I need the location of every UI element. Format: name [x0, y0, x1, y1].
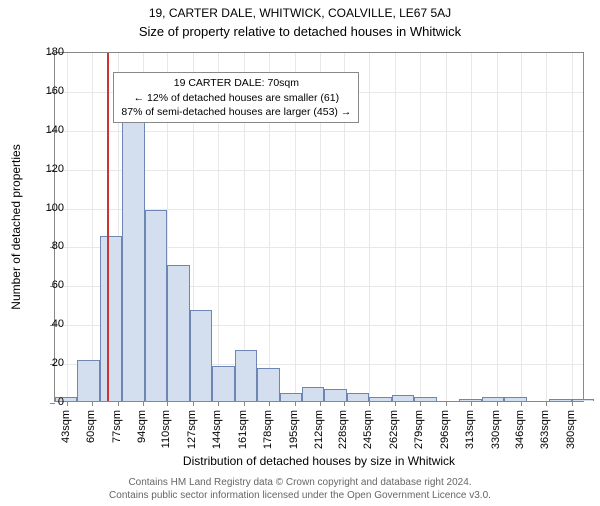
histogram-bar — [549, 399, 571, 401]
xtick-mark — [92, 401, 93, 406]
histogram-bar — [392, 395, 414, 401]
xtick-label: 110sqm — [160, 410, 172, 448]
histogram-bar — [100, 236, 122, 401]
xtick-label: 296sqm — [439, 410, 451, 449]
ytick-label: 180 — [34, 46, 64, 58]
xtick-mark — [269, 401, 270, 406]
copyright-footer: Contains HM Land Registry data © Crown c… — [0, 476, 600, 502]
histogram-bar — [347, 393, 369, 401]
xtick-mark — [295, 401, 296, 406]
histogram-bar — [167, 265, 189, 401]
ytick-label: 60 — [34, 279, 64, 291]
xtick-label: 161sqm — [237, 410, 249, 449]
xtick-mark — [395, 401, 396, 406]
annotation-line-1: 19 CARTER DALE: 70sqm — [121, 76, 351, 90]
ytick-label: 20 — [34, 357, 64, 369]
gridline-vertical — [369, 53, 370, 401]
xtick-label: 245sqm — [362, 410, 374, 449]
xtick-label: 363sqm — [539, 410, 551, 449]
gridline-vertical — [446, 53, 447, 401]
xtick-label: 178sqm — [262, 410, 274, 449]
histogram-bar — [459, 399, 481, 401]
xtick-mark — [497, 401, 498, 406]
xtick-mark — [572, 401, 573, 406]
gridline-vertical — [471, 53, 472, 401]
xtick-label: 212sqm — [313, 410, 325, 449]
gridline-vertical — [546, 53, 547, 401]
plot-area: 19 CARTER DALE: 70sqm← 12% of detached h… — [54, 52, 584, 402]
gridline-vertical — [420, 53, 421, 401]
gridline-vertical — [395, 53, 396, 401]
ytick-label: 80 — [34, 240, 64, 252]
xtick-label: 262sqm — [388, 410, 400, 449]
annotation-box: 19 CARTER DALE: 70sqm← 12% of detached h… — [113, 72, 359, 123]
xtick-mark — [369, 401, 370, 406]
xtick-mark — [167, 401, 168, 406]
xtick-label: 43sqm — [60, 410, 72, 443]
xtick-label: 380sqm — [565, 410, 577, 449]
ytick-label: 0 — [34, 396, 64, 408]
xtick-label: 195sqm — [288, 410, 300, 449]
histogram-bar — [145, 210, 167, 401]
xtick-mark — [546, 401, 547, 406]
xtick-label: 279sqm — [413, 410, 425, 449]
histogram-bar — [302, 387, 324, 401]
histogram-bar — [190, 310, 212, 401]
histogram-bar — [572, 399, 594, 401]
xtick-mark — [420, 401, 421, 406]
histogram-bar — [77, 360, 99, 401]
gridline-vertical — [572, 53, 573, 401]
y-axis-label: Number of detached properties — [9, 144, 23, 309]
page-title-description: Size of property relative to detached ho… — [0, 24, 600, 39]
xtick-label: 228sqm — [337, 410, 349, 449]
ytick-label: 140 — [34, 124, 64, 136]
xtick-mark — [471, 401, 472, 406]
x-axis-label: Distribution of detached houses by size … — [183, 454, 455, 468]
xtick-label: 77sqm — [111, 410, 123, 443]
gridline-vertical — [67, 53, 68, 401]
xtick-mark — [143, 401, 144, 406]
xtick-label: 127sqm — [186, 410, 198, 449]
xtick-mark — [193, 401, 194, 406]
histogram-bar — [482, 397, 504, 401]
gridline-vertical — [92, 53, 93, 401]
xtick-mark — [446, 401, 447, 406]
gridline-vertical — [521, 53, 522, 401]
gridline-vertical — [497, 53, 498, 401]
ytick-label: 160 — [34, 85, 64, 97]
footer-line-2: Contains public sector information licen… — [0, 489, 600, 502]
annotation-line-2: ← 12% of detached houses are smaller (61… — [121, 91, 351, 105]
histogram-bar — [280, 393, 302, 401]
footer-line-1: Contains HM Land Registry data © Crown c… — [0, 476, 600, 489]
histogram-bar — [369, 397, 391, 401]
xtick-label: 60sqm — [85, 410, 97, 443]
xtick-mark — [218, 401, 219, 406]
xtick-label: 313sqm — [464, 410, 476, 449]
ytick-label: 120 — [34, 163, 64, 175]
xtick-label: 94sqm — [136, 410, 148, 443]
page-title-address: 19, CARTER DALE, WHITWICK, COALVILLE, LE… — [0, 6, 600, 20]
xtick-label: 330sqm — [490, 410, 502, 449]
ytick-label: 40 — [34, 318, 64, 330]
histogram-chart: 19 CARTER DALE: 70sqm← 12% of detached h… — [54, 52, 584, 402]
histogram-bar — [504, 397, 526, 401]
xtick-mark — [244, 401, 245, 406]
ytick-label: 100 — [34, 202, 64, 214]
xtick-mark — [344, 401, 345, 406]
xtick-label: 346sqm — [514, 410, 526, 449]
xtick-label: 144sqm — [211, 410, 223, 449]
xtick-mark — [521, 401, 522, 406]
xtick-mark — [67, 401, 68, 406]
histogram-bar — [212, 366, 234, 401]
xtick-mark — [118, 401, 119, 406]
histogram-bar — [235, 350, 257, 401]
histogram-bar — [414, 397, 436, 401]
annotation-line-3: 87% of semi-detached houses are larger (… — [121, 105, 351, 119]
histogram-bar — [122, 115, 144, 401]
histogram-bar — [324, 389, 346, 401]
xtick-mark — [320, 401, 321, 406]
reference-line — [107, 53, 109, 401]
histogram-bar — [257, 368, 279, 401]
